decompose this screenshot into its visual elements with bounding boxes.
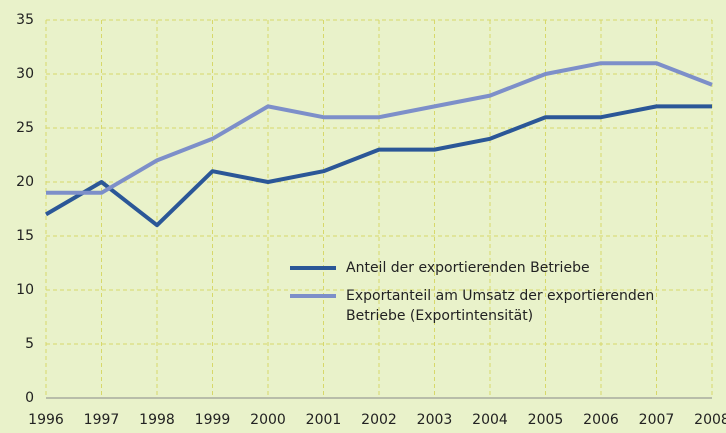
x-tick-label: 1996	[28, 412, 64, 428]
y-tick-label: 5	[25, 336, 34, 352]
x-tick-label: 1998	[139, 412, 175, 428]
y-tick-label: 15	[16, 228, 34, 244]
x-tick-label: 1999	[195, 412, 231, 428]
legend-item: Exportanteil am Umsatz der exportierende…	[290, 286, 706, 326]
legend-swatch	[290, 266, 336, 270]
x-tick-label: 2005	[528, 412, 564, 428]
x-tick-label: 2004	[472, 412, 508, 428]
legend-label: Exportanteil am Umsatz der exportierende…	[346, 288, 655, 324]
y-tick-label: 0	[25, 390, 34, 406]
y-tick-label: 20	[16, 174, 34, 190]
legend-item: Anteil der exportierenden Betriebe	[290, 258, 706, 278]
x-tick-label: 2000	[250, 412, 286, 428]
x-tick-label: 2008	[694, 412, 726, 428]
x-tick-label: 2006	[583, 412, 619, 428]
legend-label: Anteil der exportierenden Betriebe	[346, 260, 590, 276]
legend-swatch	[290, 294, 336, 298]
y-tick-label: 35	[16, 12, 34, 28]
y-tick-label: 30	[16, 66, 34, 82]
x-tick-label: 2003	[417, 412, 453, 428]
x-tick-label: 1997	[84, 412, 120, 428]
y-tick-label: 10	[16, 282, 34, 298]
x-tick-label: 2002	[361, 412, 397, 428]
series-line	[46, 61, 713, 195]
x-tick-label: 2001	[306, 412, 342, 428]
x-tick-label: 2007	[639, 412, 675, 428]
legend: Anteil der exportierenden Betriebe Export…	[290, 258, 706, 334]
series-line	[44, 104, 712, 228]
y-tick-label: 25	[16, 120, 34, 136]
